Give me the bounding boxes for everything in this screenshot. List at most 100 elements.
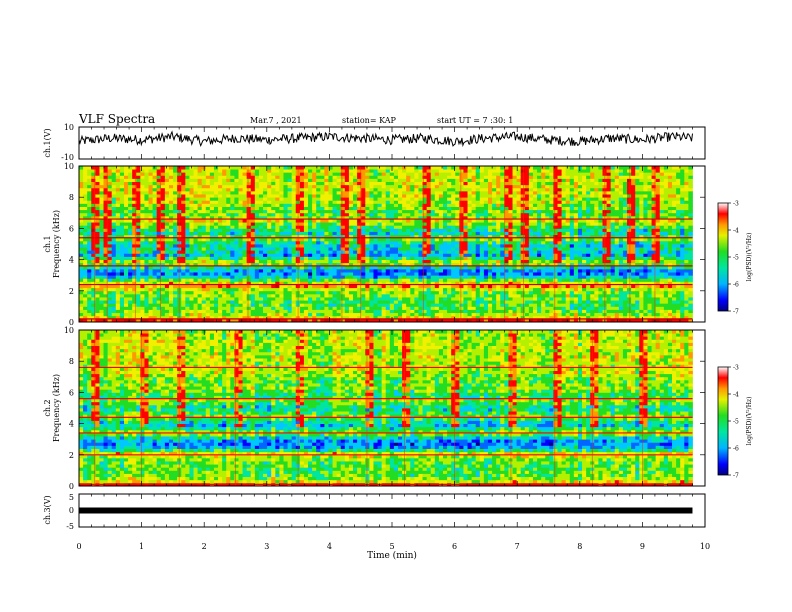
spectrogram-cell (181, 184, 186, 189)
spectrogram-cell (99, 209, 104, 214)
spectrogram-cell (308, 275, 313, 279)
spectrogram-cell (238, 306, 243, 310)
spectrogram-cell (393, 306, 399, 310)
spectrogram-cell (103, 181, 109, 186)
spectrogram-cell (332, 275, 338, 279)
spectrogram-cell (434, 197, 440, 201)
spectrogram-cell (447, 244, 452, 248)
spectrogram-cell (353, 228, 358, 232)
spectrogram-cell (381, 219, 387, 223)
spectrogram-cell (361, 215, 366, 220)
spectrogram-cell (316, 284, 321, 289)
spectrogram-cell (91, 297, 96, 301)
spectrogram-cell (475, 262, 481, 267)
spectrogram-cell (336, 228, 342, 232)
spectrogram-cell (402, 228, 407, 232)
spectrogram-cell (410, 215, 415, 220)
spectrogram-cell (197, 237, 203, 242)
spectrogram-cell (410, 250, 415, 254)
spectrogram-cell (426, 259, 432, 264)
spectrogram-cell (156, 206, 162, 211)
spectrogram-cell (160, 222, 166, 226)
spectrogram-cell (426, 265, 432, 270)
spectrogram-cell (344, 262, 350, 267)
spectrogram-cell (422, 290, 428, 295)
spectrogram-cell (173, 237, 178, 242)
spectrogram-cell (438, 247, 444, 251)
spectrogram-cell (348, 240, 354, 245)
spectrogram-cell (99, 281, 104, 285)
spectrogram-cell (308, 287, 313, 292)
spectrogram-cell (205, 275, 211, 279)
spectrogram-cell (348, 200, 354, 204)
spectrogram-cell (254, 247, 260, 251)
spectrogram-cell (426, 272, 432, 276)
spectrogram-cell (287, 166, 293, 170)
spectrogram-cell (91, 172, 96, 176)
spectrogram-cell (312, 175, 317, 179)
spectrogram-cell (111, 172, 117, 176)
spectrogram-cell (459, 259, 464, 264)
spectrogram-cell (348, 197, 354, 201)
spectrogram-cell (398, 181, 403, 186)
spectrogram-cell (434, 303, 440, 307)
spectrogram-cell (336, 169, 342, 173)
spectrogram-cell (201, 234, 207, 239)
spectrogram-cell (373, 175, 378, 179)
spectrogram-cell (144, 303, 149, 307)
spectrogram-cell (197, 203, 203, 207)
spectrogram-cell (373, 244, 378, 248)
spectrogram-cell (193, 228, 199, 232)
spectrogram-cell (136, 225, 141, 229)
spectrogram-cell (414, 178, 419, 182)
spectrogram-cell (385, 240, 391, 245)
spectrogram-cell (336, 206, 342, 211)
spectrogram-cell (406, 222, 411, 226)
spectrogram-cell (181, 203, 186, 207)
spectrogram-cell (152, 262, 158, 267)
spectrogram-cell (254, 300, 260, 304)
spectrogram-cell (258, 203, 264, 207)
spectrogram-cell (234, 175, 239, 179)
spectrogram-cell (328, 287, 333, 292)
spectrogram-cell (422, 262, 428, 267)
spectrogram-cell (414, 197, 419, 201)
spectrogram-cell (443, 178, 448, 182)
spectrogram-cell (111, 166, 117, 170)
spectrogram-cell (340, 253, 346, 257)
spectrogram-cell (91, 268, 96, 273)
spectrogram-cell (87, 169, 92, 173)
spectrogram-cell (111, 237, 117, 242)
spectrogram-cell (246, 309, 252, 314)
spectrogram-cell (140, 265, 145, 270)
spectrogram-cell (181, 181, 186, 186)
spectrogram-cell (152, 244, 158, 248)
spectrogram-cell (193, 175, 199, 179)
spectrogram-cell (312, 172, 317, 176)
spectrogram-cell (111, 297, 117, 301)
spectrogram-cell (459, 309, 464, 314)
spectrogram-cell (263, 203, 268, 207)
spectrogram-cell (336, 181, 342, 186)
spectrogram-cell (344, 253, 350, 257)
spectrogram-cell (398, 300, 403, 304)
spectrogram-cell (115, 166, 121, 170)
spectrogram-cell (258, 172, 264, 176)
spectrogram-cell (340, 300, 346, 304)
spectrogram-cell (475, 268, 481, 273)
spectrogram-cell (467, 240, 473, 245)
spectrogram-cell (385, 228, 391, 232)
spectrogram-cell (267, 175, 272, 179)
spectrogram-cell (267, 200, 272, 204)
spectrogram-cell (271, 169, 276, 173)
spectrogram-cell (132, 262, 137, 267)
spectrogram-cell (443, 253, 448, 257)
spectrogram-cell (250, 297, 256, 301)
spectrogram-cell (230, 306, 235, 310)
spectrogram-cell (275, 244, 280, 248)
spectrogram-cell (160, 268, 166, 273)
spectrogram-cell (320, 247, 325, 251)
spectrogram-cell (340, 256, 346, 260)
spectrogram-cell (361, 309, 366, 314)
spectrogram-cell (136, 219, 141, 223)
